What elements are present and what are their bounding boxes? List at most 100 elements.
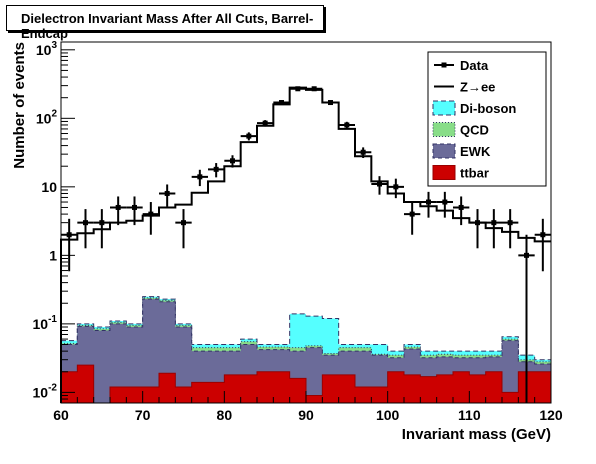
data-point [273,100,290,106]
data-point [224,155,241,168]
data-marker [295,86,301,92]
legend-swatch [432,143,456,159]
data-marker [148,211,154,217]
axis-ticks [60,49,552,404]
stacked-fills [61,296,551,404]
data-marker [213,166,219,172]
data-point [110,196,127,226]
data-point [126,196,143,226]
legend-label: Z→ee [460,80,495,95]
z-ee-line [60,86,551,403]
data-marker [507,220,513,226]
outline-di-boson [61,296,551,361]
data-point [420,191,437,218]
legend-label: EWK [460,144,491,159]
legend-label: ttbar [460,166,489,181]
legend-entry: Data [434,58,489,73]
data-marker [475,220,480,226]
y-tick-label: 10-1 [33,314,58,332]
data-marker [491,220,497,226]
legend-label: Data [460,58,489,73]
data-point [355,147,372,159]
data-point [142,202,159,235]
y-tick-label: 10 [41,179,57,195]
legend-entry: EWK [432,143,491,159]
data-marker [540,232,546,238]
data-point [371,176,388,195]
legend-entry: QCD [432,122,489,138]
x-tick-label: 100 [376,407,400,423]
x-tick-label: 120 [539,407,563,423]
data-marker [83,220,88,226]
data-marker [393,184,399,190]
outline-ttbar [61,364,551,404]
data-point [208,163,225,178]
data-point [502,209,519,249]
y-axis-label: Number of events [11,42,28,169]
data-marker [311,86,317,92]
data-point [485,209,502,249]
data-point [338,121,355,129]
y-tick-label: 10-2 [33,382,58,400]
data-marker [164,190,170,196]
data-point [191,169,208,187]
data-points [61,86,551,403]
data-marker [328,100,333,106]
data-point [240,132,257,141]
legend-data-marker [441,62,447,68]
data-marker [524,252,529,258]
data-point [387,178,404,199]
data-marker [197,174,203,180]
data-point [289,86,306,92]
data-marker [279,100,284,106]
legend-label: Di-boson [460,101,516,116]
data-marker [66,232,72,238]
legend-entry: Di-boson [432,100,516,116]
y-tick-label: 103 [36,40,58,58]
data-marker [409,211,415,217]
data-point [175,209,192,249]
x-axis-label: Invariant mass (GeV) [402,426,551,443]
legend-box [427,51,547,187]
data-point [534,218,551,272]
data-marker [99,220,105,226]
data-marker [377,181,382,187]
data-point [322,100,339,106]
x-tick-label: 70 [135,407,151,423]
x-tick-label: 80 [217,407,233,423]
data-marker [458,204,464,210]
data-point [453,196,470,226]
chart-title: Dielectron Invariant Mass After All Cuts… [21,11,314,41]
x-tick-label: 60 [53,407,69,423]
data-point [518,234,535,403]
data-marker [115,204,121,210]
y-tick-label: 1 [49,247,57,263]
z-ee-step-line [60,86,551,403]
legend-entry: ttbar [432,165,489,181]
data-point [77,209,94,249]
data-point [404,202,421,235]
legend: Data Z→ee Di-boson QCD EWK ttbar [427,51,547,187]
data-point [306,86,323,92]
data-marker [442,199,448,205]
data-point [257,120,274,127]
legend-entry: Z→ee [434,80,495,95]
legend-swatch [432,165,456,180]
x-tick-label: 110 [458,407,481,423]
data-marker [344,122,350,128]
data-point [436,191,453,218]
chart-title-box: Dielectron Invariant Mass After All Cuts… [6,5,324,41]
data-point [93,209,110,249]
outline-qcd [61,297,551,363]
x-tick-label: 90 [298,407,314,423]
legend-swatch [432,100,456,116]
data-point [61,218,78,272]
legend-label: QCD [460,123,489,138]
outline-ewk [61,298,551,365]
data-marker [230,158,235,164]
y-tick-label: 102 [36,108,58,126]
legend-swatch [432,122,456,137]
data-marker [132,204,137,210]
